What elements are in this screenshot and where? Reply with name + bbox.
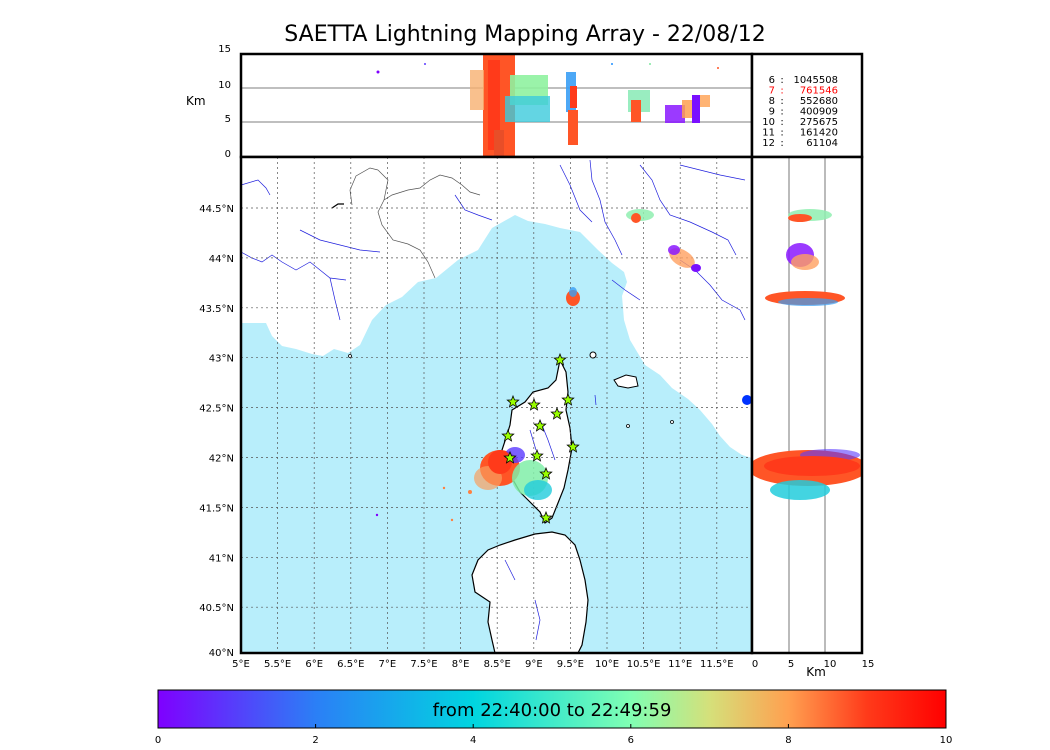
map-grid <box>241 157 752 653</box>
lat-tick-label: 40°N <box>209 648 234 659</box>
legend-station-count: 11 <box>762 128 775 139</box>
legend-rows: 6:10455087:7615468:5526809:40090910:2756… <box>762 75 838 149</box>
lat-tick-label: 40.5°N <box>199 603 234 614</box>
legend-separator: : <box>780 107 783 118</box>
colorbar-tick-label: 0 <box>155 735 161 746</box>
colorbar-tick-label: 6 <box>628 735 634 746</box>
lon-tick-label: 9.5°E <box>557 659 584 670</box>
legend-source-count: 61104 <box>806 138 838 149</box>
longitude-tick-labels: 5°E 5.5°E 6°E 6.5°E 7°E 7.5°E 8°E 8.5°E 9°E 9.5°E… <box>232 659 733 670</box>
lat-tick-label: 42.5°N <box>199 404 234 415</box>
colorbar-tick-label: 4 <box>470 735 476 746</box>
lma-stations <box>501 352 580 524</box>
side-xtick-0: 0 <box>752 659 758 670</box>
station-star-icon <box>533 418 547 432</box>
station-star-icon <box>539 466 553 480</box>
lat-tick-label: 43°N <box>209 354 234 365</box>
sea-mediterranean <box>241 215 752 653</box>
lat-tick-label: 42°N <box>209 454 234 465</box>
lon-tick-label: 7°E <box>379 659 397 670</box>
latitude-tick-labels: 44.5°N 44°N 43.5°N 43°N 42.5°N 42°N 41.5°N 41°N… <box>199 204 234 659</box>
legend-station-count: 6 <box>769 75 775 86</box>
coast-detail <box>331 203 344 209</box>
legend-separator: : <box>780 86 783 97</box>
elba-island <box>613 374 639 389</box>
lon-tick-label: 10.5°E <box>627 659 661 670</box>
lon-tick-label: 7.5°E <box>410 659 437 670</box>
legend-separator: : <box>780 75 783 86</box>
sardinia-island <box>471 531 589 653</box>
page-title: SAETTA Lightning Mapping Array - 22/08/1… <box>284 22 766 47</box>
lon-tick-label: 8°E <box>452 659 470 670</box>
alt-ytick-5: 5 <box>225 114 231 125</box>
station-star-icon <box>561 392 575 406</box>
legend-station-count: 10 <box>762 117 775 128</box>
time-colorbar: 0 2 4 6 8 10 <box>155 689 953 746</box>
lon-tick-label: 5°E <box>232 659 250 670</box>
legend-station-count: 9 <box>769 107 775 118</box>
latitude-altitude-panel: 0 5 10 15 Km <box>750 155 875 679</box>
lon-tick-label: 8.5°E <box>484 659 511 670</box>
legend-source-count: 400909 <box>800 107 838 118</box>
alt-ytick-15: 15 <box>218 44 231 55</box>
lon-tick-label: 11.5°E <box>700 659 734 670</box>
station-star-icon <box>566 439 580 453</box>
lat-tick-label: 44°N <box>209 254 234 265</box>
lon-tick-label: 9°E <box>525 659 543 670</box>
lat-tick-label: 41°N <box>209 553 234 564</box>
legend-source-count: 761546 <box>800 86 838 97</box>
lon-tick-label: 6.5°E <box>337 659 364 670</box>
station-star-icon <box>553 352 567 366</box>
legend-separator: : <box>780 128 783 139</box>
colorbar-tick-label: 8 <box>785 735 791 746</box>
side-xtick-15: 15 <box>862 659 875 670</box>
station-star-icon <box>530 448 544 462</box>
colorbar-tick-label: 10 <box>940 735 953 746</box>
legend-source-count: 275675 <box>800 117 838 128</box>
legend-station-count: 12 <box>762 138 775 149</box>
plan-view-map: 5°E 5.5°E 6°E 6.5°E 7°E 7.5°E 8°E 8.5°E 9°E 9.5°E… <box>199 155 754 670</box>
legend-separator: : <box>780 117 783 128</box>
station-star-icon <box>501 428 515 442</box>
legend-source-count: 1045508 <box>793 75 838 86</box>
rivers <box>241 159 746 641</box>
station-star-icon <box>550 406 564 420</box>
legend-source-count: 552680 <box>800 96 838 107</box>
station-star-icon <box>527 397 541 411</box>
altitude-sources <box>376 54 719 157</box>
side-xlabel: Km <box>806 665 826 679</box>
lat-tick-label: 41.5°N <box>199 503 234 514</box>
alt-ylabel: Km <box>186 94 206 108</box>
alt-ytick-0: 0 <box>225 149 231 160</box>
legend-station-count: 7 <box>769 86 775 97</box>
colorbar-ticks: 0 2 4 6 8 10 <box>155 724 953 746</box>
legend-source-count: 161420 <box>800 128 838 139</box>
legend-separator: : <box>780 96 783 107</box>
colorbar-time-range-label: from 22:40:00 to 22:49:59 <box>432 700 672 721</box>
lat-tick-label: 43.5°N <box>199 304 234 315</box>
alt-ytick-10: 10 <box>218 80 231 91</box>
side-sources <box>752 209 862 500</box>
legend-separator: : <box>780 138 783 149</box>
legend-station-count: 8 <box>769 96 775 107</box>
altitude-panel: 15 10 5 0 Km <box>186 44 754 160</box>
lon-tick-label: 10°E <box>595 659 619 670</box>
colorbar-tick-label: 2 <box>312 735 318 746</box>
lat-tick-label: 44.5°N <box>199 204 234 215</box>
side-xtick-5: 5 <box>788 659 794 670</box>
side-xtick-10: 10 <box>824 659 837 670</box>
lon-tick-label: 11°E <box>668 659 692 670</box>
station-star-icon <box>539 510 553 524</box>
station-star-icon <box>506 394 520 408</box>
station-count-legend: 6:10455087:7615468:5526809:40090910:2756… <box>750 52 864 159</box>
lon-tick-label: 6°E <box>305 659 323 670</box>
lon-tick-label: 5.5°E <box>264 659 291 670</box>
station-star-icon <box>503 450 517 464</box>
